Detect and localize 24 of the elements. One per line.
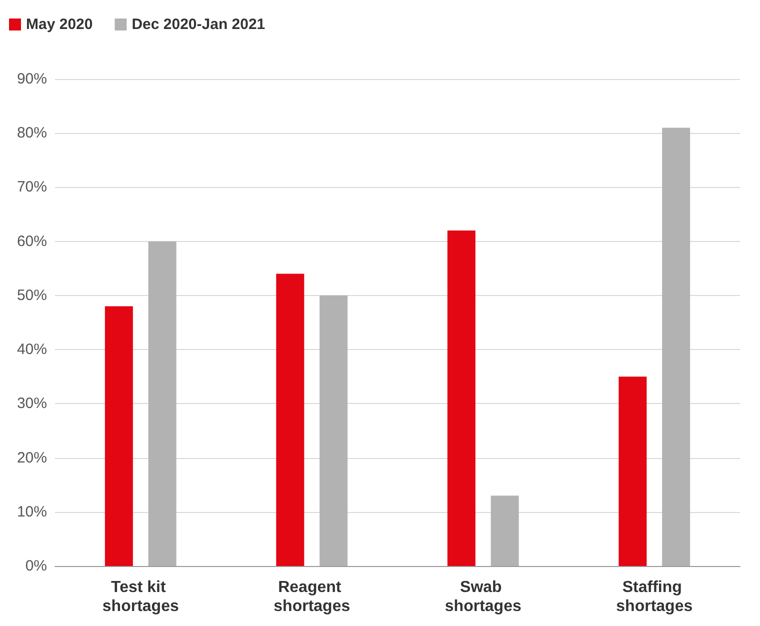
y-tick-label: 0% xyxy=(25,558,47,574)
x-tick-label: Swab shortages xyxy=(444,579,522,615)
y-tick-label: 80% xyxy=(16,124,47,142)
y-tick-label: 30% xyxy=(16,395,47,412)
bar xyxy=(662,128,690,566)
x-tick-label: Reagent shortages xyxy=(274,579,350,615)
legend-label: May 2020 xyxy=(26,16,93,33)
y-tick-label: 60% xyxy=(16,232,47,250)
x-tick-label: Staffing shortages xyxy=(616,579,693,615)
y-tick-label: 50% xyxy=(16,286,47,304)
bar xyxy=(104,306,133,566)
y-tick-label: 20% xyxy=(16,449,47,466)
bar xyxy=(148,241,176,566)
bar xyxy=(276,274,304,566)
bar xyxy=(490,496,519,566)
bar xyxy=(618,376,647,566)
legend-label: Dec 2020-Jan 2021 xyxy=(132,16,266,33)
y-tick-label: 90% xyxy=(16,70,47,88)
y-tick-label: 10% xyxy=(16,503,47,520)
y-tick-label: 70% xyxy=(16,178,47,196)
y-tick-label: 40% xyxy=(16,341,47,358)
x-tick-label: Test kit shortages xyxy=(102,579,179,615)
bar xyxy=(447,230,476,566)
bar xyxy=(320,295,348,566)
